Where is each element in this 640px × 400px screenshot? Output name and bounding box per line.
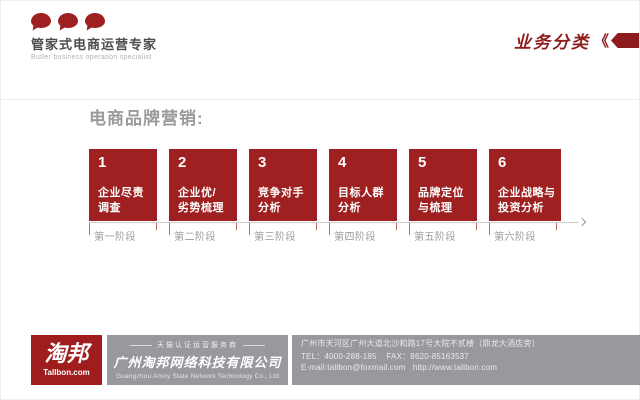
step-column-6: 6 企业战略与 投资分析 第六阶段 xyxy=(489,149,561,249)
left-pointing-ribbon-icon xyxy=(611,33,639,48)
step-label-line2: 劣势梳理 xyxy=(178,201,224,214)
step-number: 5 xyxy=(418,154,427,171)
contact-tel-fax: TEL：4000-288-185 FAX：8620-85163537 xyxy=(301,351,469,361)
step-label: 目标人群 分析 xyxy=(338,186,384,215)
step-box: 5 品牌定位 与梳理 xyxy=(409,149,477,221)
stage-label: 第四阶段 xyxy=(334,232,376,243)
section-label: 业务分类 xyxy=(513,33,590,52)
step-label: 企业尽责 调查 xyxy=(98,186,144,215)
chat-bubble-icon xyxy=(58,13,78,28)
step-label-line1: 企业尽责 xyxy=(98,187,144,200)
step-box: 1 企业尽责 调查 xyxy=(89,149,157,221)
chat-bubble-icon xyxy=(31,13,51,28)
process-steps: 1 企业尽责 调查 第一阶段 2 企业优/ 劣势梳理 第二阶段 3 竞争对手 分… xyxy=(89,149,561,249)
footer-brand-domain: Tallbon.com xyxy=(43,368,90,377)
brand-title: 管家式电商运营专家 xyxy=(31,37,158,52)
brand-subtitle: Butler business operation specialist xyxy=(31,54,152,61)
stage-tick xyxy=(396,223,397,230)
stage-tick xyxy=(316,223,317,230)
step-label-line1: 企业优/ xyxy=(178,187,217,200)
step-box: 2 企业优/ 劣势梳理 xyxy=(169,149,237,221)
step-number: 1 xyxy=(98,154,107,171)
stage-tick xyxy=(556,223,557,230)
contact-address: 广州市天河区广州大道北沙和路17号大院不贰楼（鼎龙大酒店旁） xyxy=(301,339,540,348)
chevron-right-icon xyxy=(577,217,587,227)
step-label-line1: 品牌定位 xyxy=(418,187,464,200)
company-name-cn: 广州淘邦网络科技有限公司 xyxy=(113,355,282,370)
step-label-line2: 分析 xyxy=(338,201,361,214)
stage-label: 第二阶段 xyxy=(174,232,216,243)
step-column-4: 4 目标人群 分析 第四阶段 xyxy=(329,149,397,249)
step-column-3: 3 竞争对手 分析 第三阶段 xyxy=(249,149,317,249)
stage-tick xyxy=(409,223,410,235)
stage-label: 第三阶段 xyxy=(254,232,296,243)
page-title: 电商品牌营销: xyxy=(89,109,204,128)
footer-brand-name: 淘邦 xyxy=(44,341,89,366)
stage-tick xyxy=(156,223,157,230)
stage-tick xyxy=(329,223,330,235)
step-label-line1: 企业战略与 xyxy=(498,187,556,200)
footer-company-block: 天猫认证运营服务商 广州淘邦网络科技有限公司 Guangzhou Amoy St… xyxy=(107,335,288,385)
company-name-en: Guangzhou Amoy State Network Technology … xyxy=(115,373,280,380)
contact-email-web: E-mail:tallbon@foxmail.com http://www.ta… xyxy=(301,362,498,372)
step-label-line1: 目标人群 xyxy=(338,187,384,200)
step-label: 企业战略与 投资分析 xyxy=(498,186,556,215)
stage-label: 第五阶段 xyxy=(414,232,456,243)
brand-logo: 管家式电商运营专家 Butler business operation spec… xyxy=(31,13,157,61)
step-column-2: 2 企业优/ 劣势梳理 第二阶段 xyxy=(169,149,237,249)
stage-label: 第一阶段 xyxy=(94,232,136,243)
stage-tick xyxy=(169,223,170,235)
step-label-line2: 调查 xyxy=(98,201,121,214)
step-label-line2: 投资分析 xyxy=(498,201,544,214)
section-tag: 业务分类 《 xyxy=(514,28,639,53)
step-label: 品牌定位 与梳理 xyxy=(418,186,464,215)
stage-label: 第六阶段 xyxy=(494,232,536,243)
tagline-dash xyxy=(243,344,265,346)
footer-brand-block: 淘邦 Tallbon.com xyxy=(31,335,102,385)
logo-bubbles xyxy=(31,13,157,30)
company-tagline-row: 天猫认证运营服务商 xyxy=(130,340,265,350)
header-divider xyxy=(1,99,640,100)
step-number: 4 xyxy=(338,154,347,171)
stage-tick xyxy=(89,223,90,235)
step-label: 竞争对手 分析 xyxy=(258,186,304,215)
step-column-1: 1 企业尽责 调查 第一阶段 xyxy=(89,149,157,249)
stage-tick xyxy=(236,223,237,230)
step-label-line2: 与梳理 xyxy=(418,201,453,214)
step-label-line2: 分析 xyxy=(258,201,281,214)
stage-tick xyxy=(249,223,250,235)
company-tagline: 天猫认证运营服务商 xyxy=(157,342,238,349)
timeline-line xyxy=(89,222,579,223)
step-box: 3 竞争对手 分析 xyxy=(249,149,317,221)
step-label: 企业优/ 劣势梳理 xyxy=(178,186,224,215)
chat-bubble-icon xyxy=(85,13,105,28)
footer-contact-block: 广州市天河区广州大道北沙和路17号大院不贰楼（鼎龙大酒店旁） TEL：4000-… xyxy=(292,335,640,385)
step-label-line1: 竞争对手 xyxy=(258,187,304,200)
step-number: 6 xyxy=(498,154,507,171)
step-column-5: 5 品牌定位 与梳理 第五阶段 xyxy=(409,149,477,249)
stage-tick xyxy=(476,223,477,230)
step-number: 2 xyxy=(178,154,187,171)
tagline-dash xyxy=(130,344,152,346)
step-number: 3 xyxy=(258,154,267,171)
step-box: 6 企业战略与 投资分析 xyxy=(489,149,561,221)
step-box: 4 目标人群 分析 xyxy=(329,149,397,221)
angle-quote-mark: 《 xyxy=(593,34,609,50)
stage-tick xyxy=(489,223,490,235)
